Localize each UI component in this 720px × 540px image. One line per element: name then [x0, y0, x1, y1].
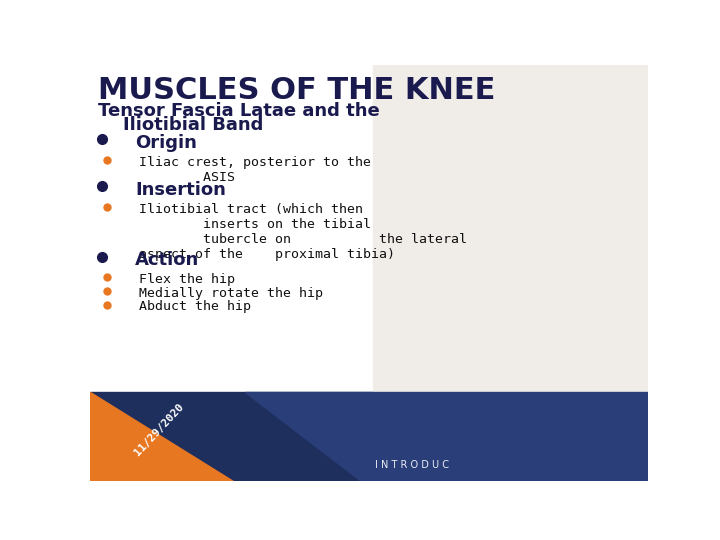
Text: Origin: Origin	[135, 134, 197, 152]
Text: Insertion: Insertion	[135, 181, 226, 199]
Text: Action: Action	[135, 251, 199, 269]
Text: MUSCLES OF THE KNEE: MUSCLES OF THE KNEE	[98, 76, 495, 105]
Text: 11/29/2020: 11/29/2020	[132, 402, 186, 458]
Text: Abduct the hip: Abduct the hip	[139, 300, 251, 313]
Bar	[373, 65, 648, 392]
Text: Medially rotate the hip: Medially rotate the hip	[139, 287, 323, 300]
Text: Flex the hip: Flex the hip	[139, 273, 235, 286]
Text: Iliotibial Band: Iliotibial Band	[98, 117, 263, 134]
Text: Tensor Fascia Latae and the: Tensor Fascia Latae and the	[98, 102, 379, 120]
Text: Iliac crest, posterior to the
        ASIS: Iliac crest, posterior to the ASIS	[139, 156, 371, 184]
Bar	[90, 392, 648, 481]
Text: Iliotibial tract (which then
        inserts on the tibial
        tubercle on  : Iliotibial tract (which then inserts on …	[139, 202, 467, 261]
Polygon shape	[90, 392, 233, 481]
Polygon shape	[245, 392, 648, 481]
Text: I N T R O D U C: I N T R O D U C	[375, 460, 449, 470]
